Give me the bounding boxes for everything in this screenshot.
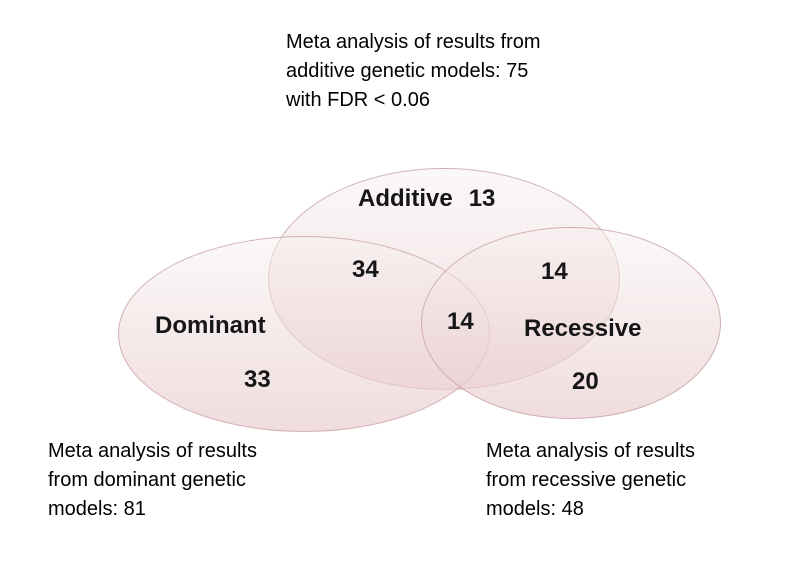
annotation-line: from dominant genetic [48,469,246,491]
annotation-additive-models: Meta analysis of results from additive g… [286,28,541,115]
set-name-dominant: Dominant [155,312,266,339]
set-name-additive: Additive [358,185,453,212]
annotation-recessive-models: Meta analysis of results from recessive … [486,437,695,524]
annotation-line: Meta analysis of results from [286,31,541,53]
annotation-line: Meta analysis of results [48,440,257,462]
annotation-line: models: 48 [486,498,584,520]
venn-label-recessive: Recessive [524,315,641,343]
count-all-three: 14 [447,308,474,335]
venn-label-additive: Additive 13 [358,185,495,213]
annotation-line: models: 81 [48,498,146,520]
count-recessive-only: 20 [572,368,599,395]
count-additive-dominant: 34 [352,256,379,283]
annotation-line: with FDR < 0.06 [286,89,430,111]
count-dominant-only: 33 [244,366,271,393]
count-additive-only: 13 [468,185,496,212]
venn-ellipse-recessive [421,227,721,419]
count-additive-recessive: 14 [541,258,568,285]
annotation-line: additive genetic models: 75 [286,60,529,82]
set-name-recessive: Recessive [524,315,642,342]
annotation-dominant-models: Meta analysis of results from dominant g… [48,437,257,524]
annotation-line: Meta analysis of results [486,440,695,462]
annotation-line: from recessive genetic [486,469,687,491]
venn-label-dominant: Dominant [155,312,266,340]
